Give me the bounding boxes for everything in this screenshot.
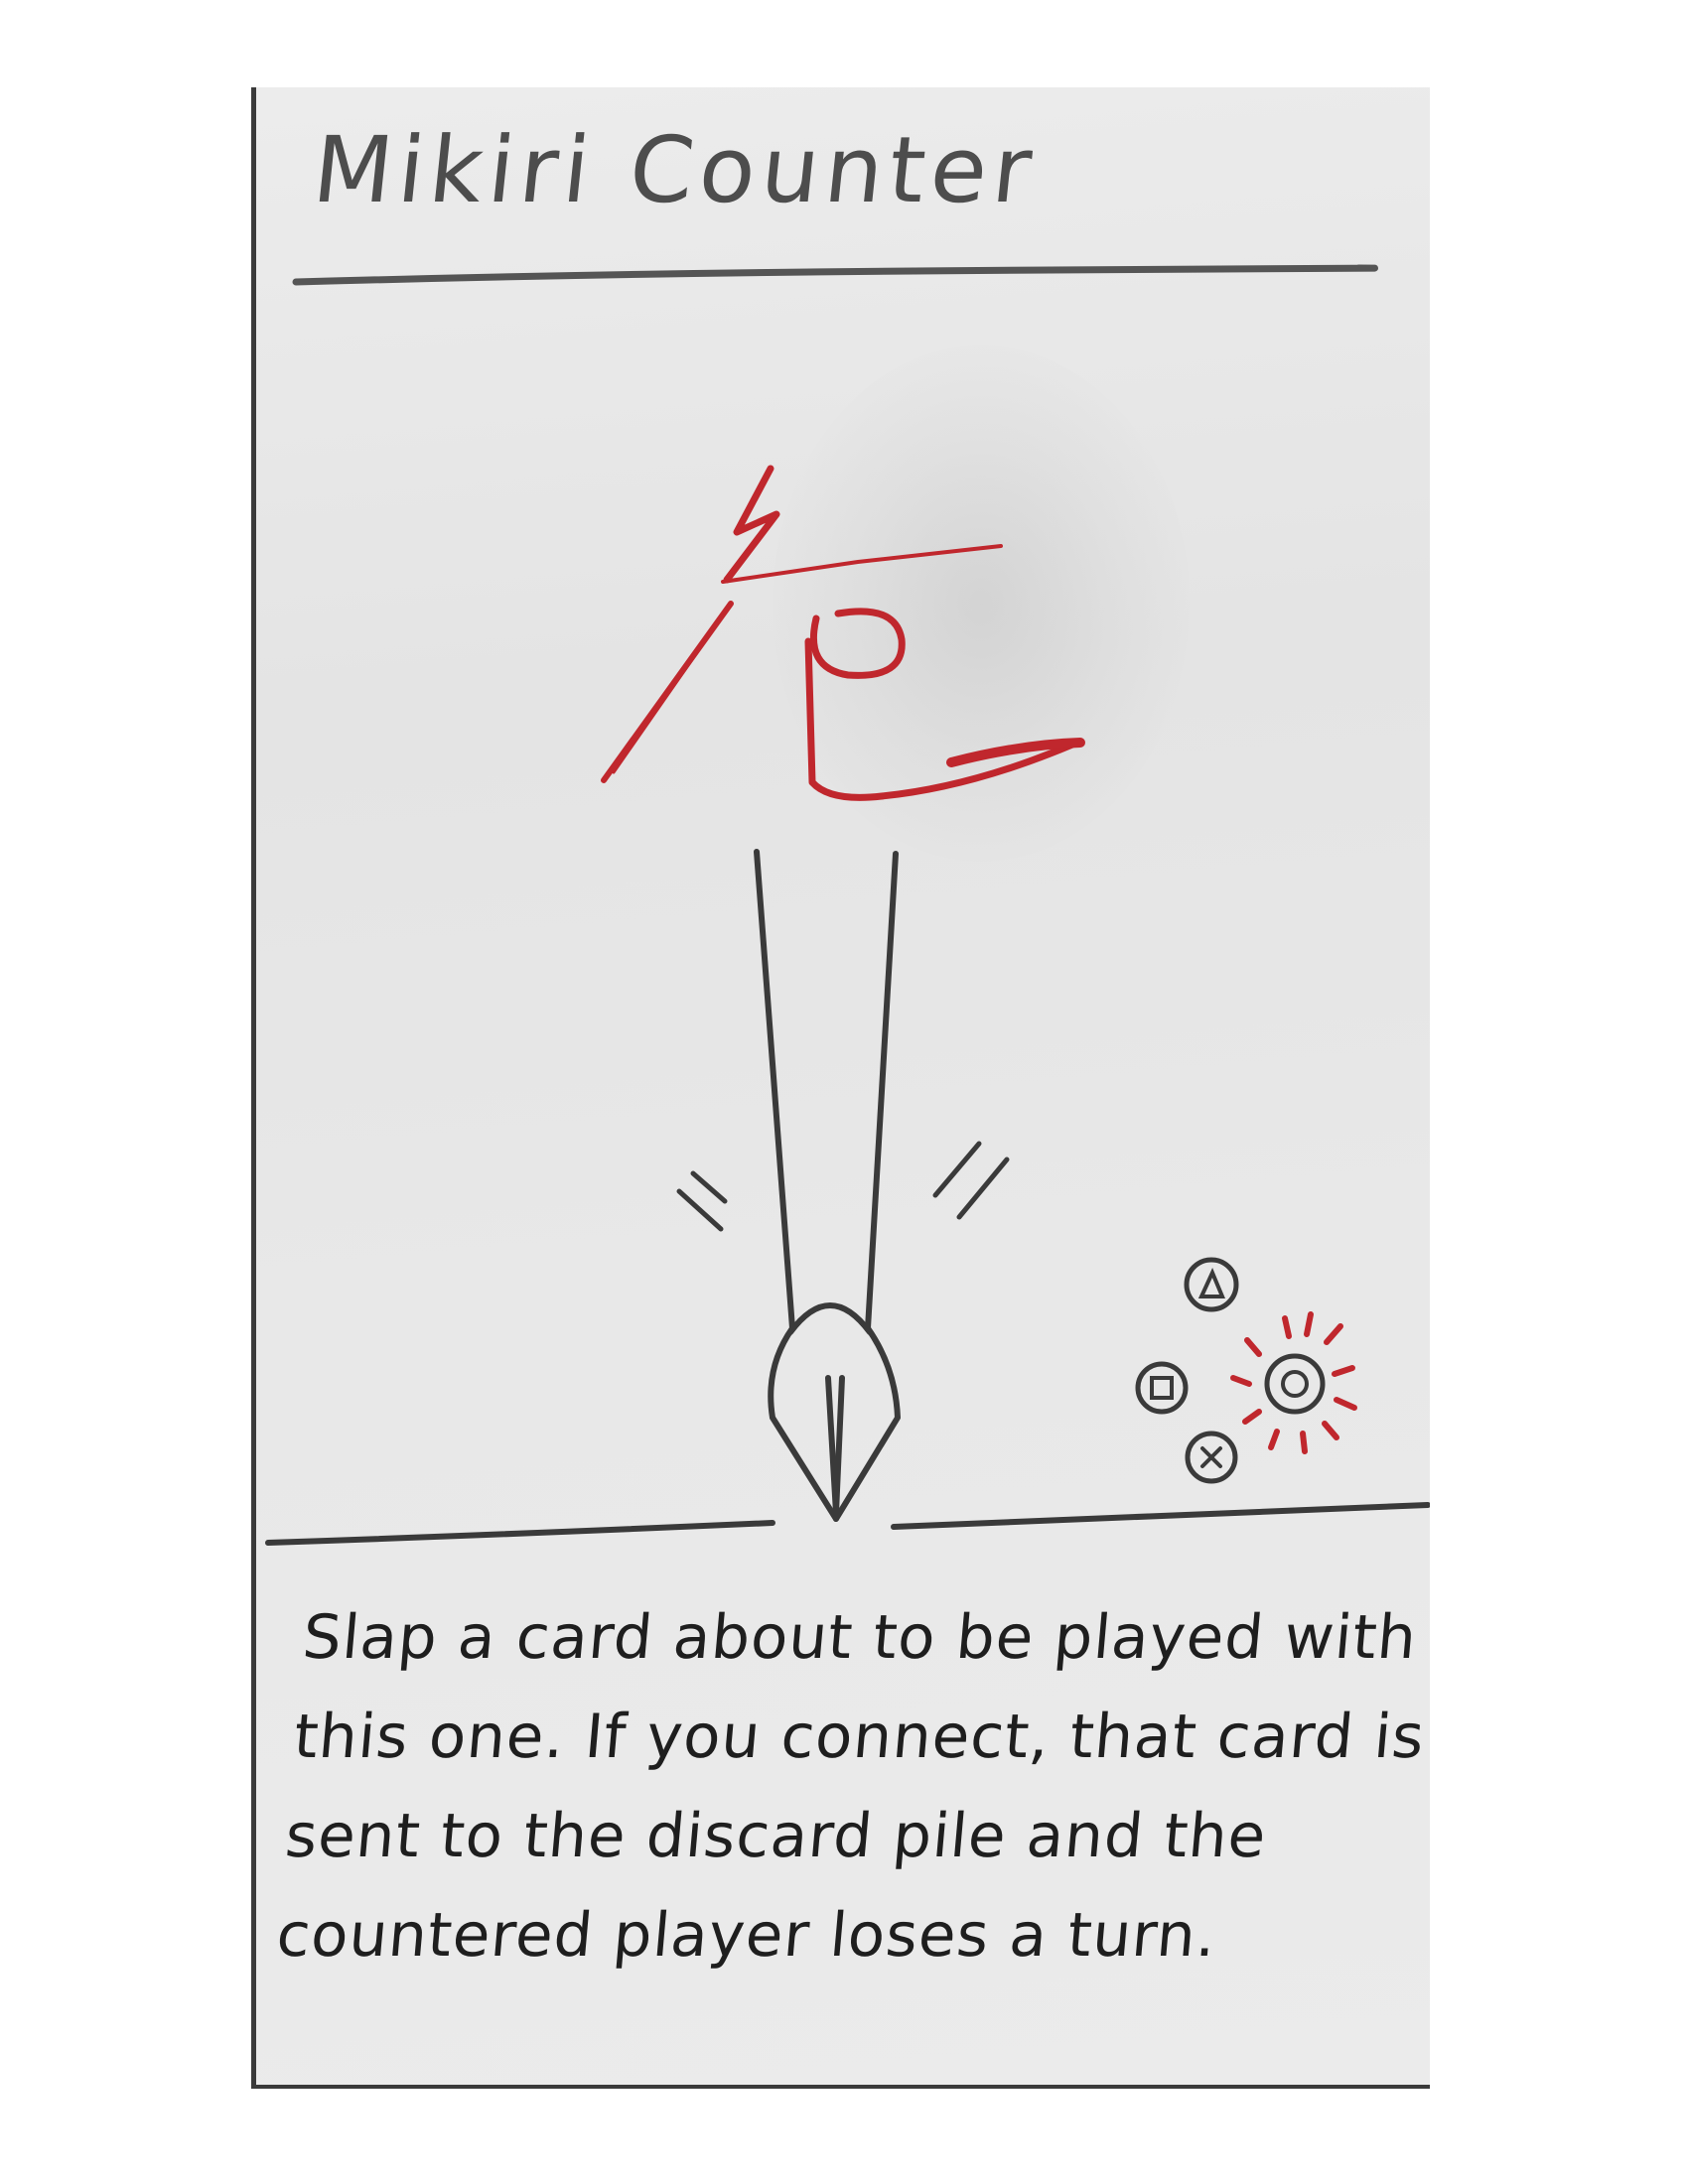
card-illustration [265, 264, 1430, 1546]
card-description: Slap a card about to be played with this… [273, 1602, 1428, 1971]
title-divider [292, 264, 1379, 286]
ground-line [265, 1502, 1430, 1546]
danger-kanji-icon [601, 465, 1085, 801]
motion-lines [676, 1141, 1010, 1232]
controller-buttons-icon [1135, 1257, 1357, 1484]
spear-tip-icon [754, 849, 901, 1522]
card: Mikiri Counter [251, 87, 1430, 2089]
